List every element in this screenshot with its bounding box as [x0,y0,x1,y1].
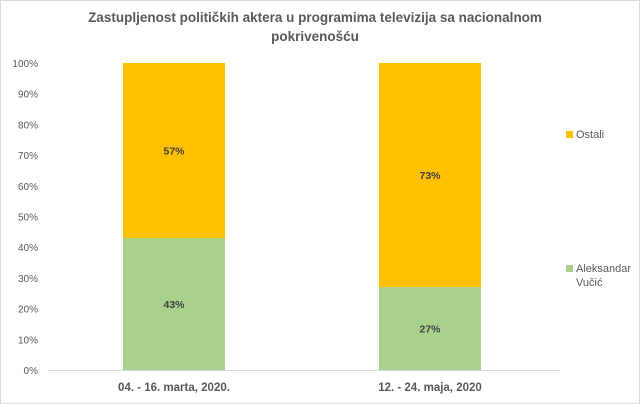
legend-label: Vučić [576,277,603,289]
bar-segment [123,237,225,370]
legend-item: Aleksandar Vučić [566,263,631,289]
x-axis: 04. - 16. marta, 2020. 12. - 24. maja, 20… [118,382,482,394]
bar-segment [379,287,481,370]
bar-segment [379,63,481,288]
legend-swatch [566,131,573,138]
y-tick-label: 0% [24,366,39,377]
legend-label: Aleksandar [576,263,631,275]
y-axis: 0% 10% 20% 30% 40% 50% 60% 70% 80% 90% 100% [12,59,38,377]
y-tick-label: 100% [12,59,38,70]
legend-swatch [566,265,573,272]
data-label: 57% [163,145,185,157]
x-tick-label: 12. - 24. maja, 2020 [378,382,482,394]
legend-item: Ostali [566,129,604,141]
y-tick-label: 20% [18,305,38,316]
y-tick-label: 40% [18,243,38,254]
chart-title-line-1: Zastupljenost političkih aktera u progra… [88,10,542,25]
y-tick-label: 70% [18,151,38,162]
legend-label: Ostali [576,129,604,141]
data-label: 27% [419,324,441,336]
data-label: 73% [419,170,441,182]
y-tick-label: 30% [18,274,38,285]
data-label: 43% [163,299,185,311]
y-tick-label: 10% [18,335,38,346]
bar-segment [123,63,225,238]
chart-title-line-2: pokrivenošću [271,29,359,44]
legend: Aleksandar Vučić Ostali [566,129,631,289]
x-tick-label: 04. - 16. marta, 2020. [118,382,230,394]
y-tick-label: 90% [18,90,38,101]
bars: 43% 57% 27% 73% [123,63,481,370]
chart-title: Zastupljenost političkih aktera u progra… [80,8,550,46]
y-tick-label: 60% [18,182,38,193]
y-tick-label: 80% [18,120,38,131]
y-tick-label: 50% [18,213,38,224]
